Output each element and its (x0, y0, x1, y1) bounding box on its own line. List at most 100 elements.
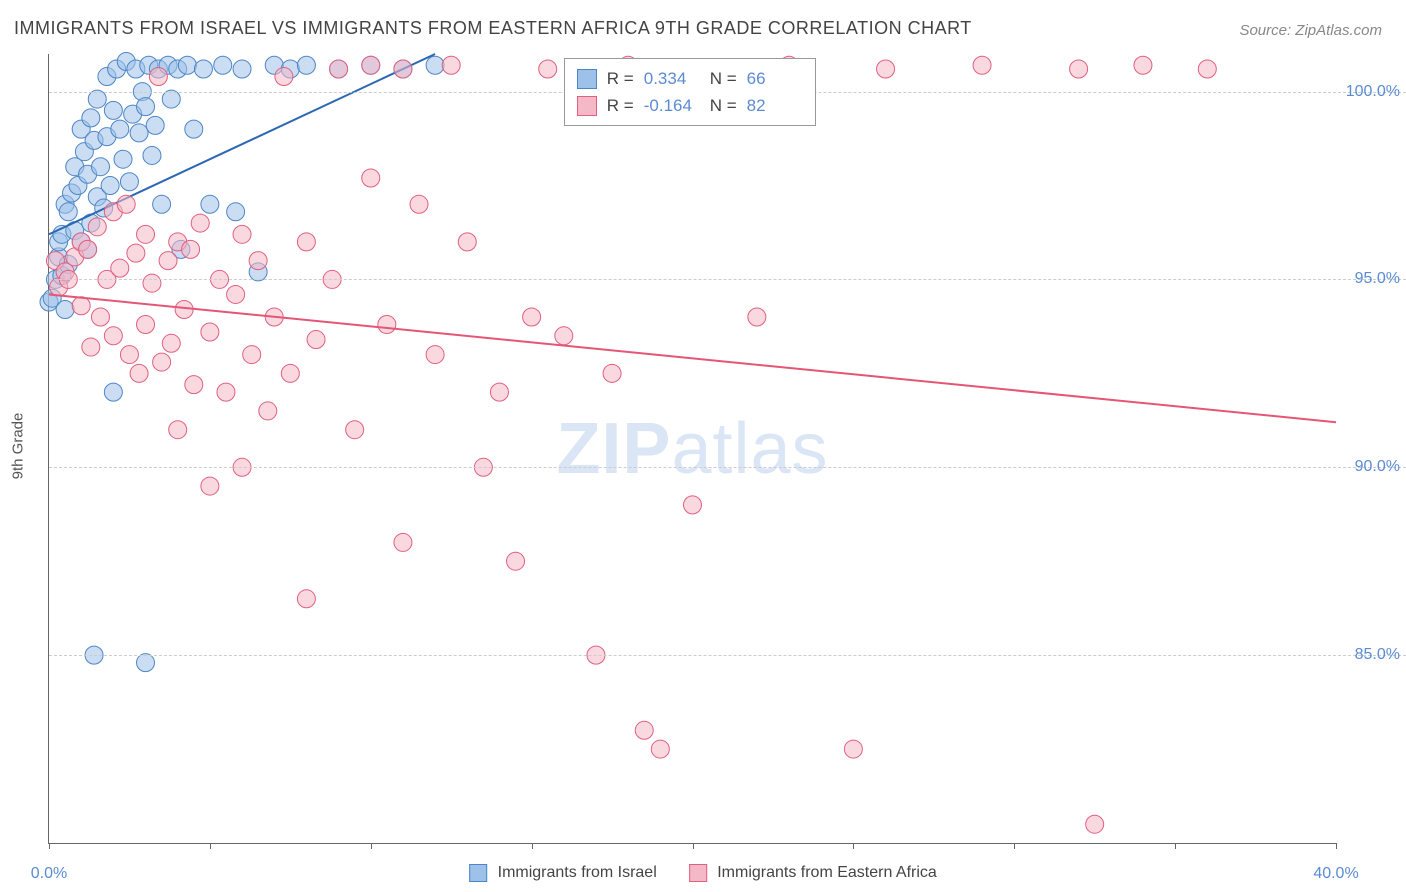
scatter-point (137, 654, 155, 672)
scatter-point (297, 590, 315, 608)
x-tick (1336, 843, 1337, 849)
scatter-point (217, 383, 235, 401)
scatter-point (72, 297, 90, 315)
scatter-point (91, 308, 109, 326)
scatter-point (233, 60, 251, 78)
scatter-point (146, 116, 164, 134)
scatter-point (555, 327, 573, 345)
legend-label-eafrica: Immigrants from Eastern Africa (717, 864, 937, 881)
y-tick-label: 85.0% (1355, 646, 1400, 664)
y-tick-label: 95.0% (1355, 270, 1400, 288)
chart-title: IMMIGRANTS FROM ISRAEL VS IMMIGRANTS FRO… (14, 18, 972, 39)
scatter-point (88, 90, 106, 108)
x-tick (210, 843, 211, 849)
scatter-point (426, 56, 444, 74)
scatter-point (684, 496, 702, 514)
scatter-point (249, 252, 267, 270)
scatter-point (426, 346, 444, 364)
scatter-point (362, 56, 380, 74)
scatter-point (120, 173, 138, 191)
scatter-point (394, 60, 412, 78)
scatter-point (635, 721, 653, 739)
scatter-point (458, 233, 476, 251)
scatter-point (1198, 60, 1216, 78)
scatter-point (162, 90, 180, 108)
chart-container: IMMIGRANTS FROM ISRAEL VS IMMIGRANTS FRO… (0, 0, 1406, 892)
stats-r-value: -0.164 (644, 92, 700, 119)
scatter-point (191, 214, 209, 232)
y-tick-label: 100.0% (1346, 83, 1400, 101)
scatter-point (394, 533, 412, 551)
scatter-point (194, 60, 212, 78)
gridline-h (49, 279, 1406, 280)
scatter-point (214, 56, 232, 74)
stats-r-label: R = (607, 92, 634, 119)
scatter-point (490, 383, 508, 401)
scatter-point (523, 308, 541, 326)
scatter-point (233, 225, 251, 243)
stats-row: R =0.334N =66 (577, 65, 803, 92)
source-attribution: Source: ZipAtlas.com (1239, 22, 1382, 39)
scatter-point (143, 274, 161, 292)
scatter-point (153, 353, 171, 371)
legend-item-israel: Immigrants from Israel (469, 864, 657, 882)
scatter-point (330, 60, 348, 78)
scatter-point (117, 195, 135, 213)
scatter-point (275, 68, 293, 86)
scatter-point (877, 60, 895, 78)
legend-swatch-eafrica (689, 864, 707, 882)
scatter-point (182, 240, 200, 258)
y-tick-label: 90.0% (1355, 458, 1400, 476)
scatter-point (539, 60, 557, 78)
x-tick (1175, 843, 1176, 849)
stats-r-value: 0.334 (644, 65, 700, 92)
plot-svg (49, 54, 1336, 843)
x-tick (853, 843, 854, 849)
scatter-point (243, 346, 261, 364)
scatter-point (362, 169, 380, 187)
stats-n-value: 82 (747, 92, 803, 119)
stats-box: R =0.334N =66R =-0.164N =82 (564, 58, 816, 126)
stats-n-label: N = (710, 65, 737, 92)
scatter-point (101, 177, 119, 195)
trend-line (49, 294, 1336, 422)
scatter-point (281, 364, 299, 382)
scatter-point (162, 334, 180, 352)
scatter-point (120, 346, 138, 364)
x-tick (532, 843, 533, 849)
scatter-point (297, 233, 315, 251)
scatter-point (130, 364, 148, 382)
x-tick-label: 40.0% (1313, 865, 1358, 883)
gridline-h (49, 467, 1406, 468)
y-axis-label: 9th Grade (10, 413, 27, 480)
scatter-point (346, 421, 364, 439)
scatter-point (201, 195, 219, 213)
scatter-point (143, 146, 161, 164)
stats-swatch (577, 69, 597, 89)
scatter-point (651, 740, 669, 758)
scatter-point (297, 56, 315, 74)
scatter-point (82, 338, 100, 356)
scatter-point (149, 68, 167, 86)
scatter-point (185, 376, 203, 394)
scatter-point (130, 124, 148, 142)
scatter-point (104, 327, 122, 345)
scatter-point (1070, 60, 1088, 78)
scatter-point (185, 120, 203, 138)
scatter-point (56, 300, 74, 318)
scatter-point (227, 285, 245, 303)
scatter-point (114, 150, 132, 168)
gridline-h (49, 655, 1406, 656)
scatter-point (111, 120, 129, 138)
scatter-point (507, 552, 525, 570)
scatter-point (104, 101, 122, 119)
legend-item-eafrica: Immigrants from Eastern Africa (689, 864, 937, 882)
bottom-legend: Immigrants from Israel Immigrants from E… (469, 864, 937, 882)
scatter-point (79, 240, 97, 258)
scatter-point (410, 195, 428, 213)
scatter-point (137, 98, 155, 116)
scatter-point (127, 244, 145, 262)
scatter-point (137, 225, 155, 243)
stats-swatch (577, 96, 597, 116)
scatter-point (259, 402, 277, 420)
